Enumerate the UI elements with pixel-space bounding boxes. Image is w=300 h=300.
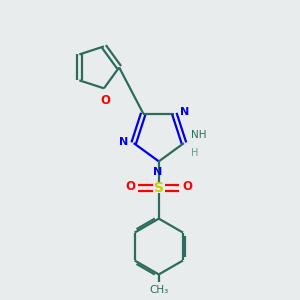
Text: S: S — [154, 181, 164, 195]
Text: N: N — [180, 107, 189, 117]
Text: CH₃: CH₃ — [149, 285, 168, 295]
Text: O: O — [182, 180, 192, 194]
Text: H: H — [191, 148, 199, 158]
Text: N: N — [119, 136, 128, 147]
Text: O: O — [125, 180, 135, 194]
Text: O: O — [100, 94, 110, 106]
Text: NH: NH — [191, 130, 207, 140]
Text: N: N — [153, 167, 162, 177]
